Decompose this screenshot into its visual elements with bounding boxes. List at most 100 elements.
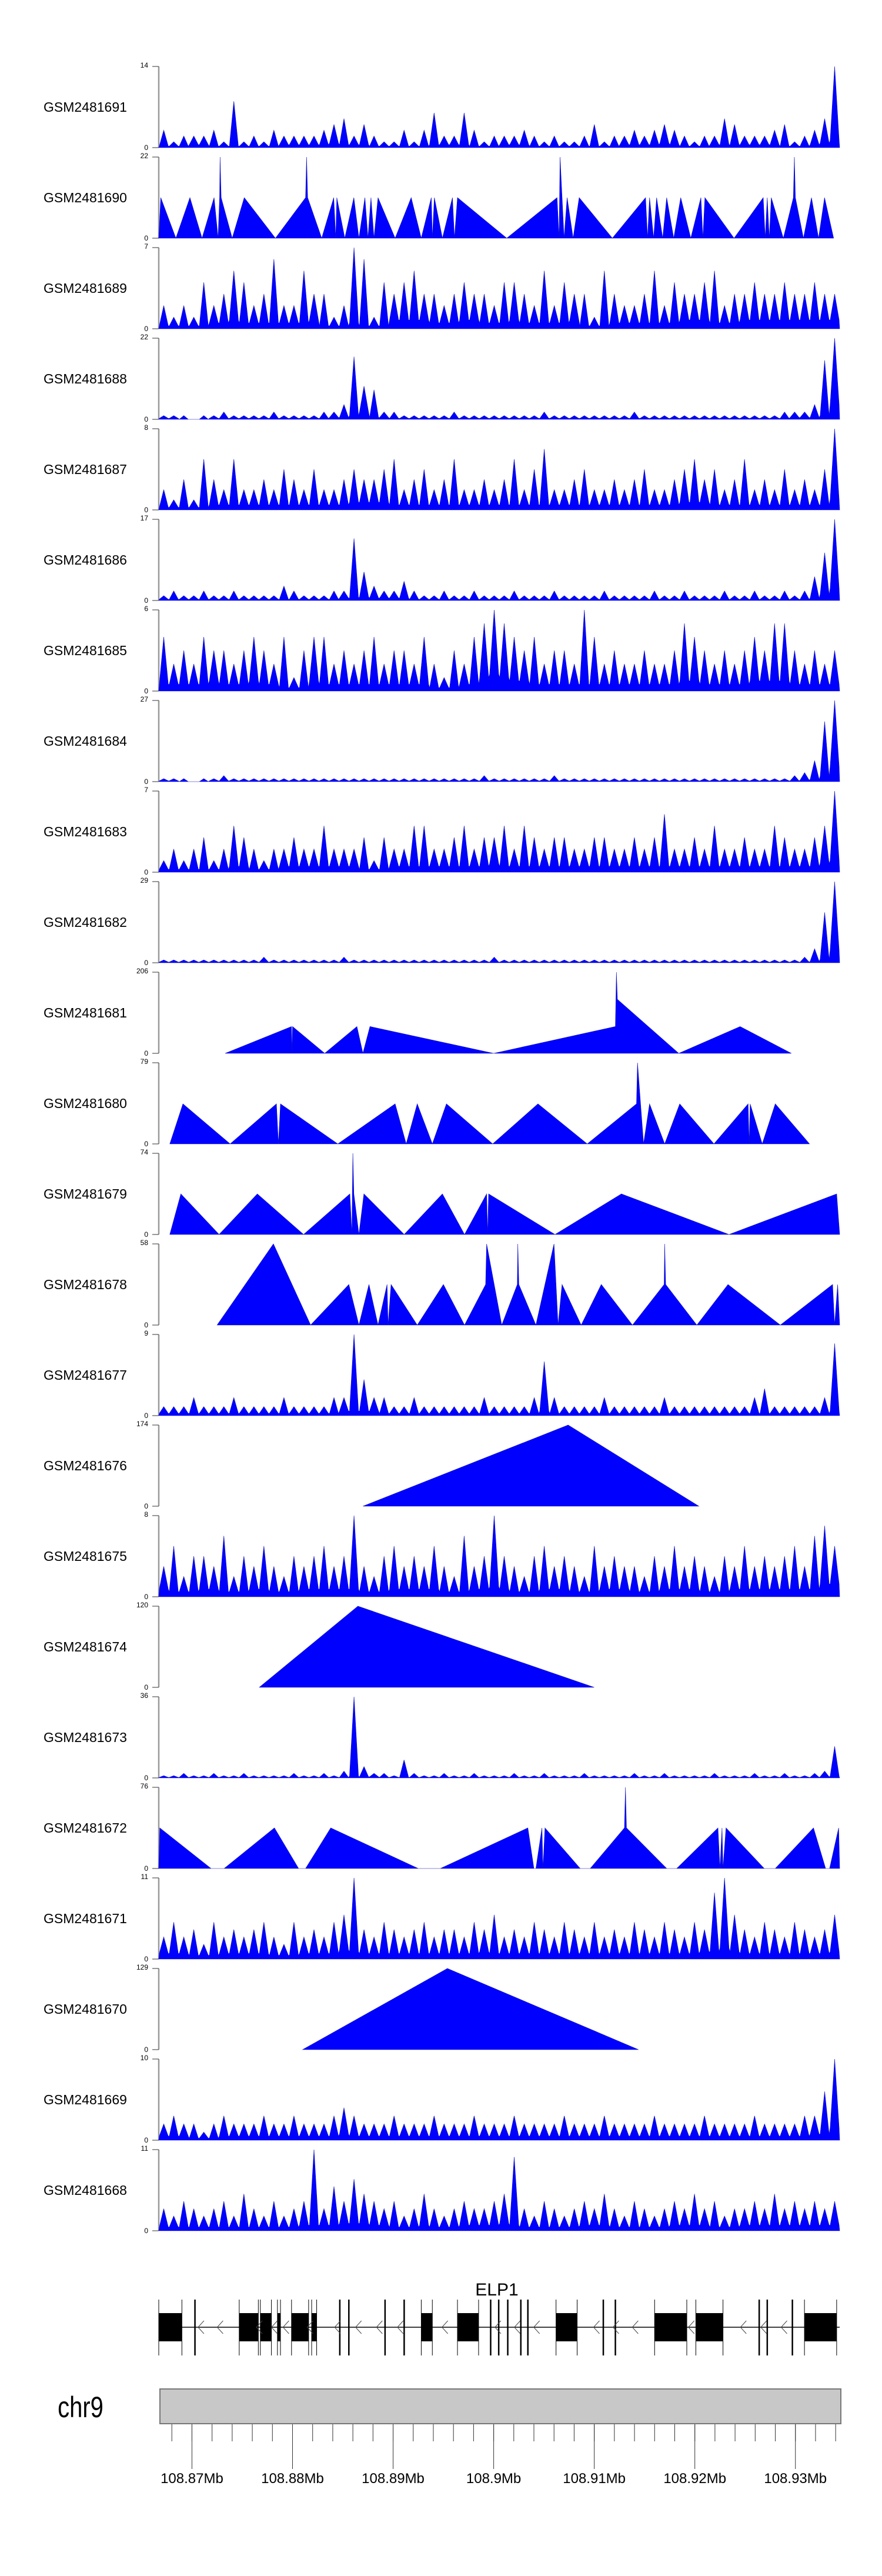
y-axis-min-label: 0: [144, 1683, 148, 1691]
exon: [556, 2313, 577, 2341]
coverage-area: [158, 1515, 840, 1597]
track-label: GSM2481677: [44, 1367, 127, 1383]
exon: [260, 2313, 272, 2341]
track-GSM2481686: GSM2481686 17 0: [44, 514, 840, 605]
strand-arrow-icon: [593, 2320, 600, 2334]
coverage-area: [158, 247, 840, 329]
y-axis-min-label: 0: [144, 1049, 148, 1057]
track-label: GSM2481672: [44, 1820, 127, 1836]
track-GSM2481669: GSM2481669 10 0: [44, 2054, 840, 2144]
coverage-area: [158, 338, 840, 420]
track-GSM2481670: GSM2481670 129 0: [44, 1963, 639, 2054]
track-label: GSM2481668: [44, 2183, 127, 2198]
y-axis-max-label: 120: [136, 1601, 148, 1609]
strand-arrow-icon: [198, 2320, 205, 2334]
strand-arrow-icon: [355, 2320, 362, 2334]
y-axis-max-label: 79: [141, 1057, 149, 1066]
coverage-area: [158, 2149, 840, 2231]
y-axis-min-label: 0: [144, 778, 148, 786]
y-axis-max-label: 22: [141, 152, 149, 160]
y-axis-max-label: 58: [141, 1239, 149, 1247]
coverage-area: [169, 1062, 810, 1145]
y-axis-min-label: 0: [144, 2136, 148, 2144]
y-axis-max-label: 206: [136, 967, 148, 975]
strand-arrow-icon: [216, 2320, 223, 2334]
track-label: GSM2481679: [44, 1186, 127, 1202]
track-GSM2481690: GSM2481690 22 0: [44, 152, 834, 242]
coverage-area: [158, 1877, 840, 1960]
y-axis-max-label: 17: [141, 514, 149, 522]
y-axis-min-label: 0: [144, 687, 148, 695]
track-label: GSM2481674: [44, 1639, 127, 1654]
track-GSM2481673: GSM2481673 36 0: [44, 1691, 840, 1782]
y-axis-max-label: 7: [144, 242, 148, 251]
y-axis-min-label: 0: [144, 1864, 148, 1873]
y-axis-max-label: 22: [141, 333, 149, 341]
strand-arrow-icon: [760, 2320, 767, 2334]
exon: [277, 2313, 280, 2341]
track-label: GSM2481691: [44, 99, 127, 115]
tick-label: 108.92Mb: [663, 2471, 726, 2487]
y-axis-min-label: 0: [144, 415, 148, 423]
y-axis-min-label: 0: [144, 1230, 148, 1239]
y-axis-max-label: 14: [141, 61, 149, 69]
y-axis-max-label: 7: [144, 786, 148, 794]
strand-arrow-icon: [376, 2320, 383, 2334]
coverage-area: [158, 790, 840, 873]
y-axis-min-label: 0: [144, 596, 148, 605]
y-axis-min-label: 0: [144, 1593, 148, 1601]
track-GSM2481685: GSM2481685 6 0: [44, 605, 840, 695]
y-axis-min-label: 0: [144, 868, 148, 876]
exon: [696, 2313, 723, 2341]
exon: [291, 2313, 309, 2341]
strand-arrow-icon: [397, 2320, 404, 2334]
strand-arrow-icon: [612, 2320, 619, 2334]
strand-arrow-icon: [780, 2320, 787, 2334]
coverage-area: [158, 881, 840, 963]
coverage-area: [158, 428, 840, 510]
track-GSM2481691: GSM2481691 14 0: [44, 61, 840, 152]
y-axis-max-label: 10: [141, 2054, 149, 2062]
coverage-area: [225, 972, 792, 1054]
track-GSM2481672: GSM2481672 76 0: [44, 1782, 840, 1873]
y-axis-min-label: 0: [144, 2046, 148, 2054]
y-axis-max-label: 29: [141, 876, 149, 885]
exon: [804, 2313, 837, 2341]
strand-arrow-icon: [306, 2320, 313, 2334]
gene-name-label: ELP1: [475, 2280, 518, 2300]
strand-arrow-icon: [256, 2320, 263, 2334]
track-GSM2481674: GSM2481674 120 0: [44, 1601, 594, 1691]
exon: [457, 2313, 479, 2341]
track-label: GSM2481683: [44, 824, 127, 839]
track-GSM2481679: GSM2481679 74 0: [44, 1148, 840, 1239]
coverage-area: [158, 1787, 840, 1869]
tick-label: 108.93Mb: [764, 2471, 827, 2487]
track-label: GSM2481686: [44, 552, 127, 568]
y-axis-max-label: 6: [144, 605, 148, 613]
track-GSM2481681: GSM2481681 206 0: [44, 967, 792, 1057]
track-label: GSM2481671: [44, 1911, 127, 1926]
coverage-area: [158, 2058, 840, 2141]
track-GSM2481676: GSM2481676 174 0: [44, 1420, 700, 1510]
y-axis-max-label: 174: [136, 1420, 148, 1428]
track-GSM2481684: GSM2481684 27 0: [44, 695, 840, 786]
track-label: GSM2481687: [44, 462, 127, 477]
y-axis-min-label: 0: [144, 506, 148, 514]
exon: [654, 2313, 687, 2341]
tick-label: 108.87Mb: [161, 2471, 223, 2487]
y-axis-min-label: 0: [144, 2227, 148, 2235]
coverage-area: [169, 1153, 840, 1235]
strand-arrow-icon: [740, 2320, 747, 2334]
strand-arrow-icon: [495, 2320, 502, 2334]
coverage-tracks: GSM2481691140GSM2481690220GSM248168970GS…: [44, 61, 840, 2235]
chromosome-axis: chr9 108.87Mb 108.88Mb 108.89Mb 108.9Mb 108.…: [58, 2388, 841, 2487]
strand-arrow-icon: [282, 2320, 289, 2334]
y-axis-max-label: 27: [141, 695, 149, 703]
y-axis-max-label: 9: [144, 1329, 148, 1337]
gene-track: ELP1: [158, 2280, 840, 2355]
coverage-area: [158, 609, 840, 692]
coverage-area: [259, 1606, 594, 1688]
track-label: GSM2481680: [44, 1096, 127, 1111]
track-label: GSM2481676: [44, 1458, 127, 1473]
coverage-area: [158, 519, 840, 601]
